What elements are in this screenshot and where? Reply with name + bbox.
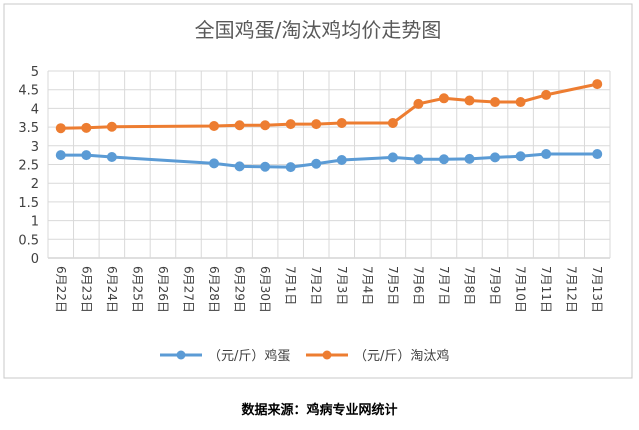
data-point: [311, 119, 322, 130]
y-tick-label: 4.5: [18, 84, 39, 99]
data-point: [515, 151, 526, 162]
legend-label: （元/斤）鸡蛋: [208, 348, 290, 364]
y-axis-tick-labels: 0 0.5 1 1.5 2 2.5 3 3.5 4 4.5 5: [18, 65, 39, 267]
legend: （元/斤）鸡蛋 （元/斤）淘汰鸡: [160, 348, 449, 364]
source-note: 数据来源：鸡病专业网统计: [241, 403, 398, 418]
data-point: [55, 123, 66, 134]
data-point: [413, 154, 424, 165]
x-tick-label: 7月4日: [360, 266, 374, 305]
y-tick-label: 2: [31, 177, 39, 192]
legend-label: （元/斤）淘汰鸡: [354, 348, 449, 364]
data-point: [209, 120, 220, 131]
x-tick-label: 7月6日: [411, 266, 425, 305]
x-tick-label: 7月12日: [565, 266, 579, 313]
data-point: [209, 158, 220, 169]
data-point: [55, 150, 66, 161]
x-tick-label: 7月7日: [437, 266, 451, 305]
data-point: [387, 117, 398, 128]
data-point: [336, 117, 347, 128]
x-tick-label: 6月24日: [105, 266, 119, 313]
data-point: [234, 161, 245, 172]
x-tick-label: 6月29日: [233, 266, 247, 313]
chart-frame: [3, 3, 633, 379]
y-tick-label: 2.5: [18, 159, 39, 174]
data-point: [285, 119, 296, 130]
x-tick-label: 7月11日: [539, 266, 553, 313]
data-point: [311, 158, 322, 169]
data-point: [106, 121, 117, 132]
x-tick-label: 7月9日: [488, 266, 502, 305]
legend-item-hen: （元/斤）淘汰鸡: [306, 348, 449, 364]
data-point: [336, 155, 347, 166]
x-tick-label: 6月22日: [54, 266, 68, 313]
y-tick-label: 3: [31, 140, 39, 155]
x-tick-label: 6月26日: [156, 266, 170, 313]
x-tick-label: 6月30日: [258, 266, 272, 313]
data-point: [413, 98, 424, 109]
data-point: [464, 95, 475, 106]
data-point: [387, 152, 398, 163]
x-tick-label: 7月13日: [590, 266, 604, 313]
data-point: [592, 79, 603, 90]
x-tick-label: 7月8日: [463, 266, 477, 305]
data-point: [234, 120, 245, 131]
data-point: [490, 152, 501, 163]
chart-title: 全国鸡蛋/淘汰鸡均价走势图: [195, 18, 442, 42]
legend-swatch-marker: [176, 350, 186, 360]
x-tick-label: 7月1日: [284, 266, 298, 305]
x-tick-label: 7月3日: [335, 266, 349, 305]
y-tick-label: 5: [31, 65, 39, 80]
x-tick-label: 6月28日: [207, 266, 221, 313]
legend-item-egg: （元/斤）鸡蛋: [160, 348, 290, 364]
data-point: [81, 150, 92, 161]
x-tick-label: 7月10日: [514, 266, 528, 313]
data-point: [260, 120, 271, 131]
data-point: [515, 97, 526, 108]
data-point: [541, 149, 552, 160]
data-point: [285, 162, 296, 173]
y-tick-label: 0: [31, 252, 39, 267]
gridlines: [47, 70, 611, 259]
data-point: [541, 89, 552, 100]
data-point: [438, 154, 449, 165]
data-point: [106, 152, 117, 163]
data-point: [592, 149, 603, 160]
y-tick-label: 1.5: [18, 196, 39, 211]
x-tick-label: 7月5日: [386, 266, 400, 305]
y-tick-label: 1: [31, 215, 39, 230]
data-point: [438, 93, 449, 104]
x-tick-label: 7月2日: [309, 266, 323, 305]
x-axis-tick-labels: 6月22日 6月23日 6月24日 6月25日 6月26日 6月27日 6月28日 6月29日…: [54, 266, 604, 313]
data-point: [81, 122, 92, 133]
y-tick-label: 0.5: [18, 233, 39, 248]
y-tick-label: 4: [31, 102, 39, 117]
data-point: [260, 161, 271, 172]
legend-swatch-marker: [322, 350, 332, 360]
data-point: [490, 97, 501, 108]
x-tick-label: 6月25日: [130, 266, 144, 313]
x-tick-label: 6月27日: [182, 266, 196, 313]
y-tick-label: 3.5: [18, 121, 39, 136]
data-point: [464, 153, 475, 164]
x-tick-label: 6月23日: [79, 266, 93, 313]
series-lines: [55, 79, 603, 173]
